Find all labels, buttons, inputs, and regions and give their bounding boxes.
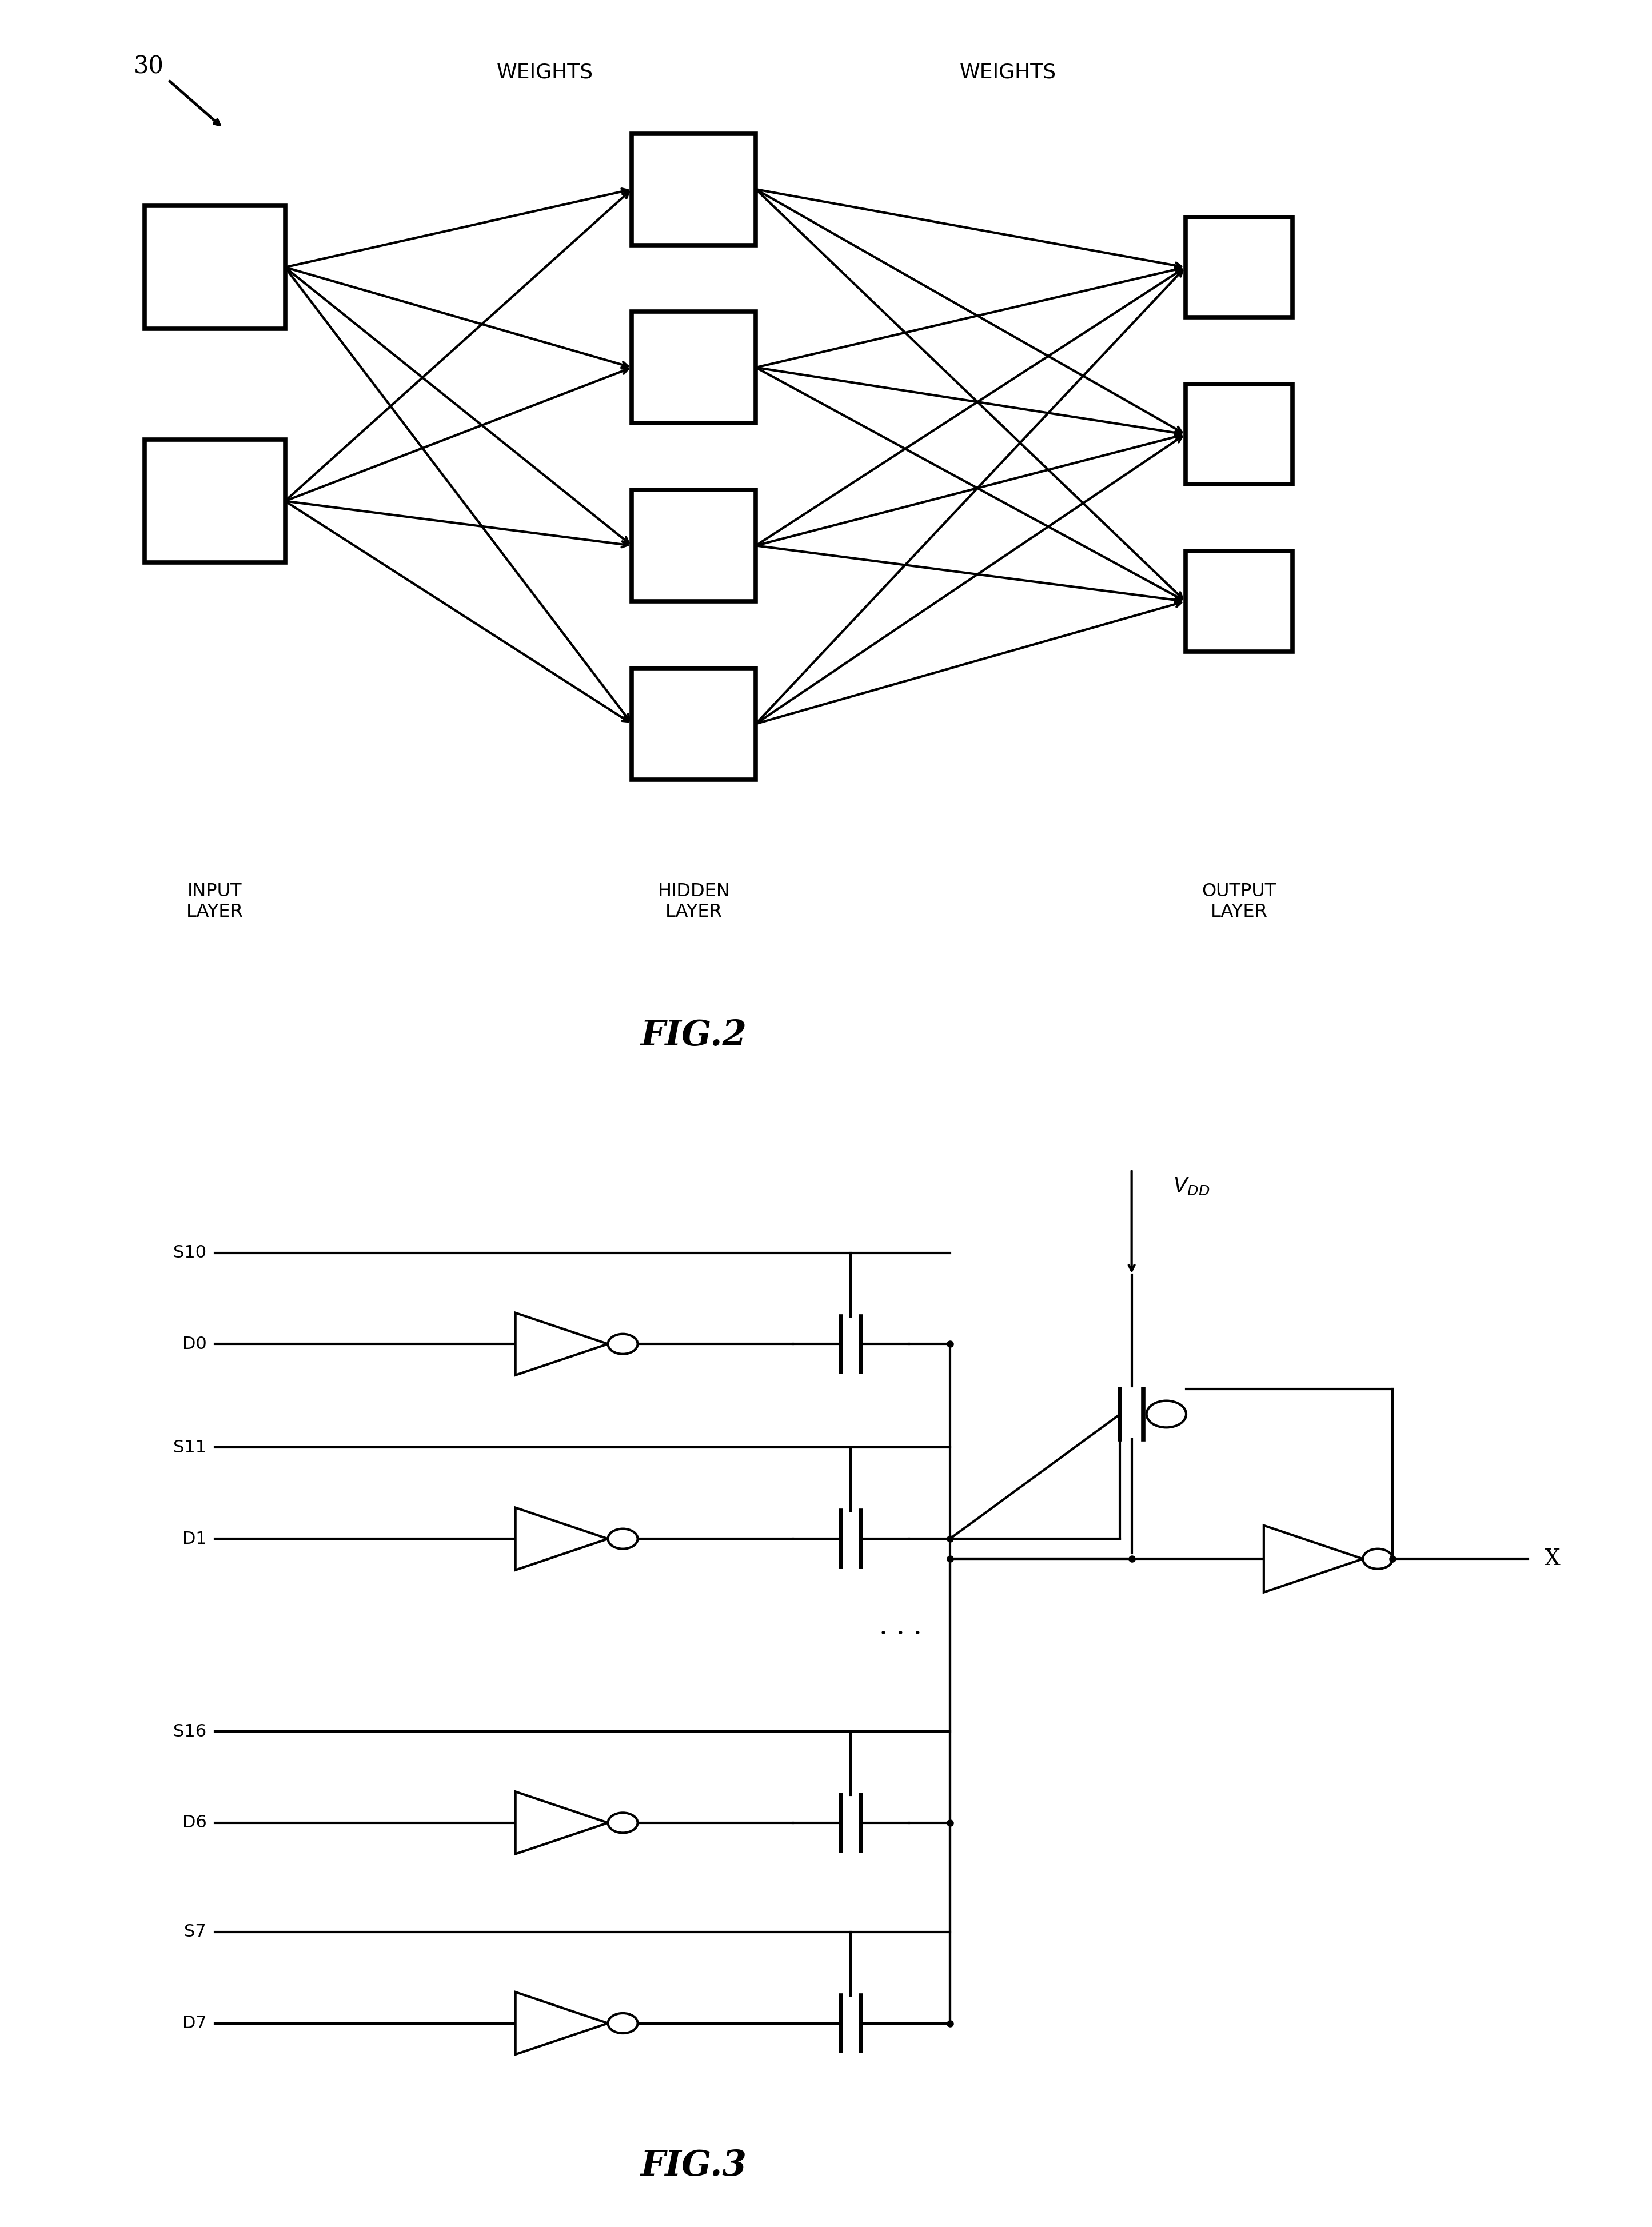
Text: WEIGHTS: WEIGHTS	[497, 62, 593, 82]
Text: 30: 30	[134, 56, 164, 78]
Text: S16: S16	[173, 1724, 206, 1739]
Bar	[631, 312, 755, 423]
Text: D0: D0	[182, 1336, 206, 1352]
Text: D1: D1	[182, 1530, 206, 1548]
Polygon shape	[515, 1508, 608, 1570]
Text: FIG.2: FIG.2	[641, 1018, 747, 1053]
Circle shape	[608, 2013, 638, 2033]
Bar	[144, 207, 284, 327]
Bar	[631, 668, 755, 779]
Circle shape	[608, 1813, 638, 1833]
Text: INPUT
LAYER: INPUT LAYER	[187, 882, 243, 922]
Polygon shape	[515, 1991, 608, 2053]
Bar	[1186, 552, 1294, 650]
Polygon shape	[515, 1791, 608, 1853]
Text: S10: S10	[173, 1245, 206, 1260]
Text: D6: D6	[182, 1815, 206, 1831]
Text: S7: S7	[185, 1924, 206, 1940]
Bar	[144, 439, 284, 561]
Circle shape	[608, 1334, 638, 1354]
Circle shape	[1146, 1401, 1186, 1428]
Polygon shape	[1264, 1525, 1363, 1592]
Text: WEIGHTS: WEIGHTS	[960, 62, 1056, 82]
Text: S11: S11	[173, 1439, 206, 1456]
Bar	[631, 490, 755, 601]
Text: FIG.3: FIG.3	[641, 2149, 747, 2182]
Polygon shape	[515, 1312, 608, 1374]
Circle shape	[608, 1528, 638, 1550]
Bar	[631, 134, 755, 245]
Bar	[1186, 218, 1294, 318]
Text: $V_{DD}$: $V_{DD}$	[1173, 1176, 1209, 1196]
Text: OUTPUT
LAYER: OUTPUT LAYER	[1201, 882, 1277, 922]
Text: X: X	[1545, 1548, 1561, 1570]
Circle shape	[1363, 1550, 1393, 1568]
Bar	[1186, 385, 1294, 485]
Text: HIDDEN
LAYER: HIDDEN LAYER	[657, 882, 730, 922]
Text: D7: D7	[182, 2015, 206, 2031]
Text: · · ·: · · ·	[879, 1621, 922, 1648]
